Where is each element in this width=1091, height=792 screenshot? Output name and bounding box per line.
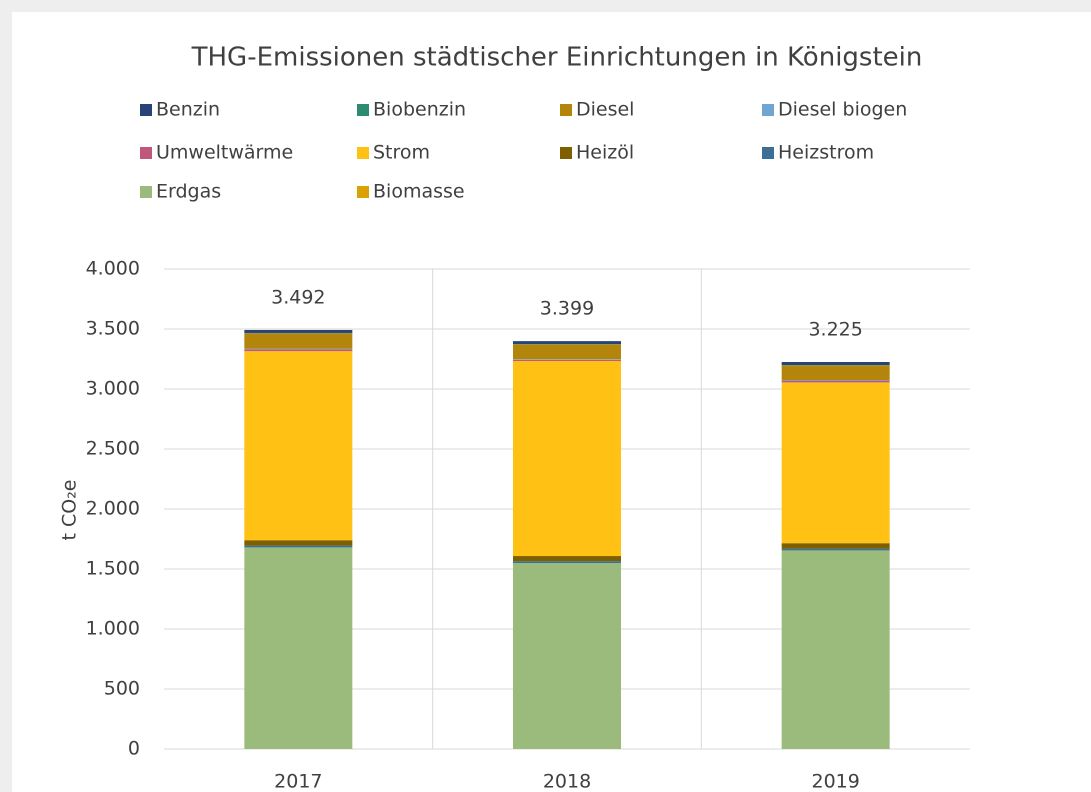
bar-segment: [513, 341, 621, 344]
legend-swatch: [560, 147, 572, 159]
y-tick-label: 2.500: [86, 438, 140, 460]
bar-segment: [513, 359, 621, 360]
bar-segment: [513, 344, 621, 360]
legend-label: Heizöl: [576, 142, 634, 164]
y-tick-label: 0: [128, 738, 140, 760]
legend-label: Diesel: [576, 99, 634, 121]
bar-segment: [513, 359, 621, 362]
y-tick-label: 3.000: [86, 378, 140, 400]
x-tick-label: 2018: [543, 771, 591, 792]
y-tick-label: 4.000: [86, 258, 140, 280]
legend-swatch: [357, 147, 369, 159]
legend-swatch: [762, 104, 774, 116]
chart-title: THG-Emissionen städtischer Einrichtungen…: [191, 43, 923, 73]
bar-segment: [513, 361, 621, 557]
legend-label: Heizstrom: [778, 142, 874, 164]
legend-swatch: [560, 104, 572, 116]
bar-segment: [781, 550, 890, 749]
legend-label: Erdgas: [156, 181, 221, 203]
legend-label: Biomasse: [373, 181, 465, 203]
y-tick-label: 3.500: [86, 318, 140, 340]
legend-label: Umweltwärme: [156, 142, 293, 164]
bar-segment: [781, 382, 890, 544]
bar-segment: [244, 545, 353, 548]
bar-segment: [781, 543, 890, 549]
y-tick-label: 1.000: [86, 618, 140, 640]
bar-segment: [244, 329, 353, 333]
bar-segment: [513, 563, 621, 749]
bar-segment: [781, 380, 890, 381]
x-tick-label: 2019: [811, 771, 859, 792]
bar-segment: [244, 547, 353, 749]
bar-segment: [781, 362, 890, 365]
y-tick-label: 500: [104, 678, 140, 700]
bar-segment: [781, 548, 890, 551]
legend-label: Strom: [373, 142, 430, 164]
legend-swatch: [140, 186, 152, 198]
y-tick-label: 2.000: [86, 498, 140, 520]
legend-label: Benzin: [156, 99, 220, 121]
legend-label: Diesel biogen: [778, 99, 907, 121]
legend-swatch: [357, 104, 369, 116]
bar-segment: [244, 540, 353, 546]
bar-segment: [244, 348, 353, 350]
y-tick-label: 1.500: [86, 558, 140, 580]
x-tick-label: 2017: [274, 771, 322, 792]
bar-segment: [513, 556, 621, 562]
legend-swatch: [762, 147, 774, 159]
bar-segment: [781, 365, 890, 380]
legend-swatch: [140, 147, 152, 159]
legend-label: Biobenzin: [373, 99, 466, 121]
bar-segment: [513, 561, 621, 563]
total-label: 3.492: [271, 286, 325, 308]
y-axis-label: t CO₂e: [59, 479, 81, 540]
bar-segment: [244, 333, 353, 349]
total-label: 3.225: [808, 319, 862, 341]
bar-segment: [781, 380, 890, 383]
bar-segment: [244, 351, 353, 541]
total-label: 3.399: [540, 298, 594, 320]
bar-segment: [244, 349, 353, 352]
legend-swatch: [357, 186, 369, 198]
legend-swatch: [140, 104, 152, 116]
